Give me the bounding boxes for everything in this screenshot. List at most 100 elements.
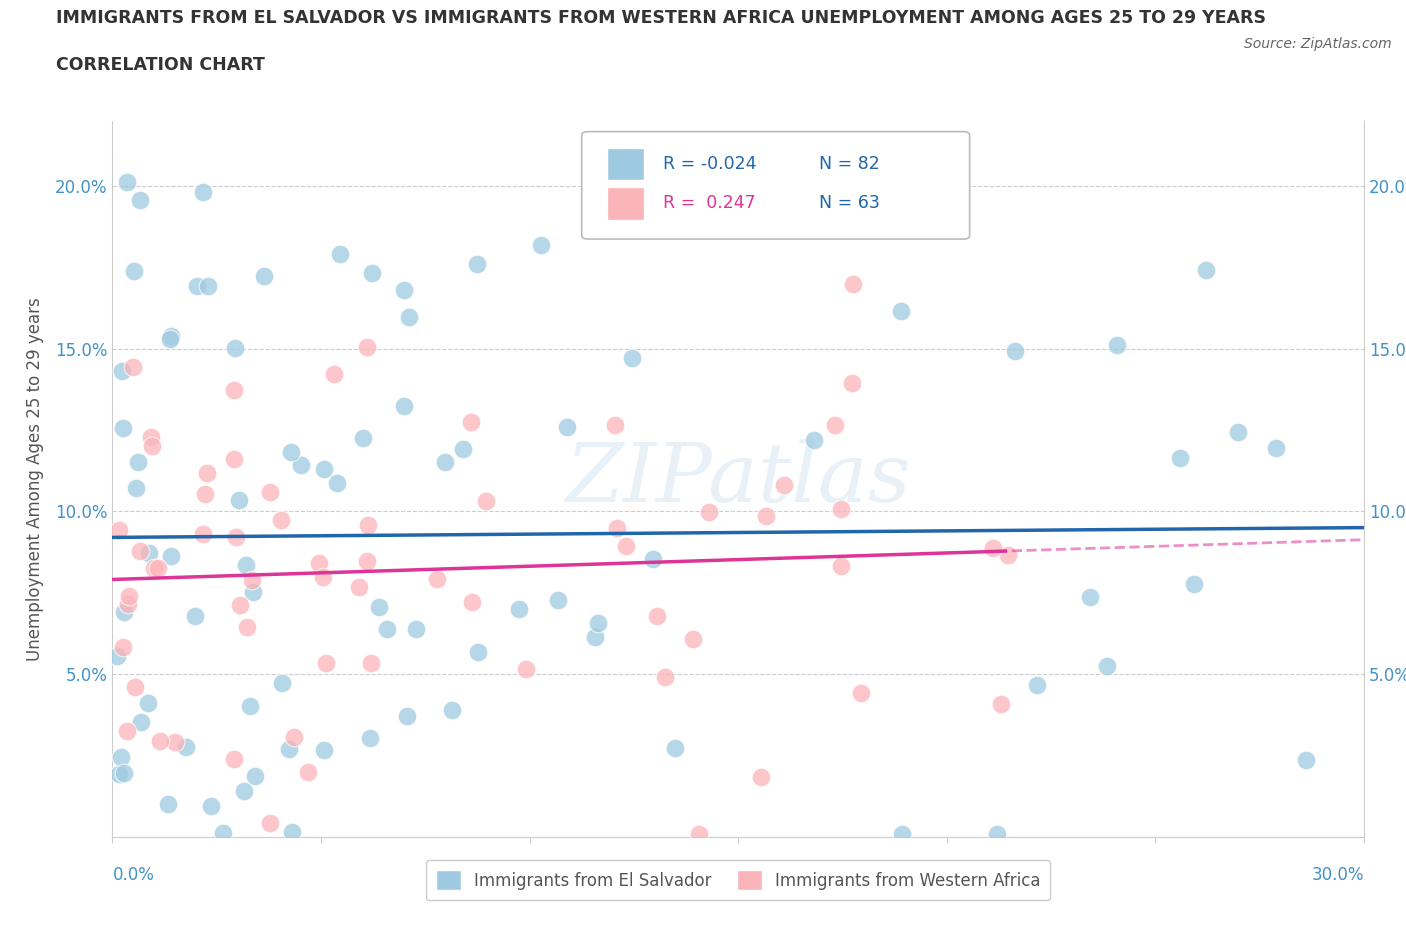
Point — [515, 662, 537, 677]
Point — [191, 527, 214, 542]
Point — [1227, 425, 1250, 440]
FancyBboxPatch shape — [582, 132, 970, 239]
Point — [280, 445, 302, 459]
Point — [136, 696, 159, 711]
Point — [699, 505, 721, 520]
Point — [232, 784, 254, 799]
Point — [467, 257, 489, 272]
Point — [645, 608, 668, 623]
Text: N = 63: N = 63 — [820, 194, 880, 212]
Point — [124, 680, 146, 695]
Point — [108, 523, 131, 538]
Point — [360, 266, 382, 281]
Point — [125, 481, 148, 496]
Point — [315, 656, 337, 671]
Point — [997, 547, 1019, 562]
Point — [112, 765, 135, 780]
Point — [426, 571, 449, 586]
Point — [111, 639, 134, 654]
FancyBboxPatch shape — [607, 188, 644, 219]
Point — [242, 585, 264, 600]
Point — [149, 734, 172, 749]
Point — [312, 569, 335, 584]
Point — [394, 283, 416, 298]
Point — [323, 367, 346, 382]
Point — [451, 442, 474, 457]
Text: Source: ZipAtlas.com: Source: ZipAtlas.com — [1244, 37, 1392, 51]
Point — [803, 432, 825, 447]
Point — [474, 494, 496, 509]
Point — [270, 675, 292, 690]
Point — [115, 175, 138, 190]
Point — [110, 750, 132, 764]
Point — [547, 593, 569, 608]
Point — [225, 530, 247, 545]
Point — [328, 246, 350, 261]
Point — [222, 751, 245, 766]
Point — [1170, 450, 1192, 465]
Point — [360, 656, 382, 671]
Point — [688, 827, 710, 842]
Point — [297, 764, 319, 779]
Point — [460, 415, 482, 430]
Point — [755, 509, 778, 524]
Text: 0.0%: 0.0% — [112, 866, 155, 884]
Point — [1026, 677, 1049, 692]
Point — [356, 339, 378, 354]
Point — [191, 185, 214, 200]
Point — [290, 458, 312, 472]
Point — [849, 685, 872, 700]
Point — [360, 731, 382, 746]
Point — [270, 512, 292, 527]
Point — [606, 520, 628, 535]
Point — [367, 600, 389, 615]
Point — [111, 420, 134, 435]
Point — [229, 598, 252, 613]
Point — [654, 670, 676, 684]
Point — [588, 616, 610, 631]
Point — [127, 455, 149, 470]
Point — [163, 735, 186, 750]
Point — [1095, 658, 1118, 673]
Point — [891, 827, 914, 842]
Point — [347, 580, 370, 595]
Point — [398, 310, 420, 325]
Point — [131, 714, 153, 729]
Point — [614, 538, 637, 553]
Point — [357, 517, 380, 532]
Point — [312, 743, 335, 758]
Text: IMMIGRANTS FROM EL SALVADOR VS IMMIGRANTS FROM WESTERN AFRICA UNEMPLOYMENT AMONG: IMMIGRANTS FROM EL SALVADOR VS IMMIGRANT… — [56, 9, 1267, 27]
Point — [405, 621, 427, 636]
Point — [236, 620, 259, 635]
Point — [772, 477, 794, 492]
Point — [605, 418, 627, 432]
Point — [259, 485, 281, 499]
Point — [186, 279, 208, 294]
Point — [1004, 344, 1026, 359]
Point — [467, 645, 489, 660]
Point — [508, 602, 530, 617]
Point — [1265, 441, 1288, 456]
FancyBboxPatch shape — [607, 148, 644, 180]
Point — [139, 430, 162, 445]
Point — [1195, 263, 1218, 278]
Point — [682, 631, 704, 646]
Point — [277, 741, 299, 756]
Point — [664, 740, 686, 755]
Point — [245, 768, 267, 783]
Point — [326, 476, 349, 491]
Point — [112, 604, 135, 619]
Point — [176, 740, 198, 755]
Point — [138, 546, 160, 561]
Point — [749, 769, 772, 784]
Point — [235, 557, 257, 572]
Point — [107, 648, 129, 663]
Point — [159, 328, 181, 343]
Point — [141, 439, 163, 454]
Point — [224, 341, 246, 356]
Text: R = -0.024: R = -0.024 — [664, 155, 756, 173]
Point — [122, 359, 145, 374]
Point — [1182, 577, 1205, 591]
Point — [142, 561, 165, 576]
Point — [197, 278, 219, 293]
